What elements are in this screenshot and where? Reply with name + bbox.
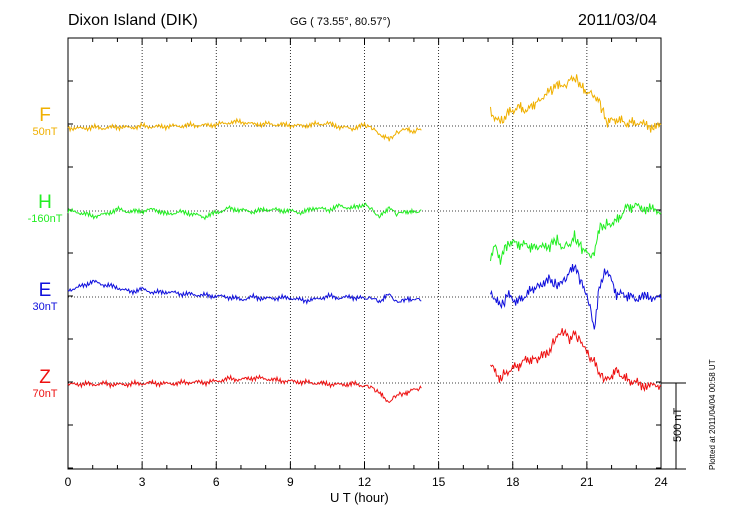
grid-lines	[68, 38, 661, 469]
channel-name: E	[38, 280, 52, 301]
series-line-e	[490, 264, 662, 330]
channel-name: H	[38, 192, 52, 213]
channel-offset: 50nT	[32, 126, 58, 138]
series-line-h	[67, 202, 422, 221]
x-tick-label: 3	[139, 475, 146, 489]
scale-bar-label: 500 nT	[672, 407, 684, 442]
station-coordinates: GG ( 73.55°, 80.57°)	[290, 16, 391, 28]
x-tick-label: 21	[580, 475, 594, 489]
plot-date: 2011/03/04	[578, 12, 657, 29]
channel-offset: 70nT	[32, 388, 58, 400]
channel-label-z: Z 70nT	[25, 367, 65, 401]
channel-name: F	[39, 105, 51, 126]
axis-ticks: 0 3 6 9 12 15 18 21 24	[65, 38, 668, 489]
series-line-z	[67, 373, 422, 404]
channel-label-f: F 50nT	[25, 105, 65, 139]
channel-offset: 30nT	[32, 301, 58, 313]
x-tick-label: 0	[65, 475, 72, 489]
x-tick-label: 12	[358, 475, 372, 489]
series-line-z	[490, 328, 662, 393]
x-tick-label: 18	[506, 475, 520, 489]
channel-label-e: E 30nT	[25, 280, 65, 314]
x-tick-label: 15	[432, 475, 446, 489]
series-line-e	[67, 279, 422, 306]
channel-offset: -160nT	[27, 213, 63, 225]
plotted-timestamp: Plotted at 2011/04/04 00:58 UT	[708, 359, 717, 470]
series-line-f	[67, 117, 422, 142]
series-layer	[67, 74, 662, 404]
station-title: Dixon Island (DIK)	[68, 12, 198, 29]
channel-name: Z	[39, 367, 51, 388]
series-line-f	[490, 74, 662, 133]
scale-bar	[661, 382, 686, 470]
x-tick-label: 6	[213, 475, 220, 489]
x-tick-label: 24	[654, 475, 668, 489]
series-line-h	[490, 202, 662, 265]
channel-label-h: H -160nT	[25, 192, 65, 226]
x-axis-label: U T (hour)	[330, 490, 389, 505]
x-tick-label: 9	[287, 475, 294, 489]
